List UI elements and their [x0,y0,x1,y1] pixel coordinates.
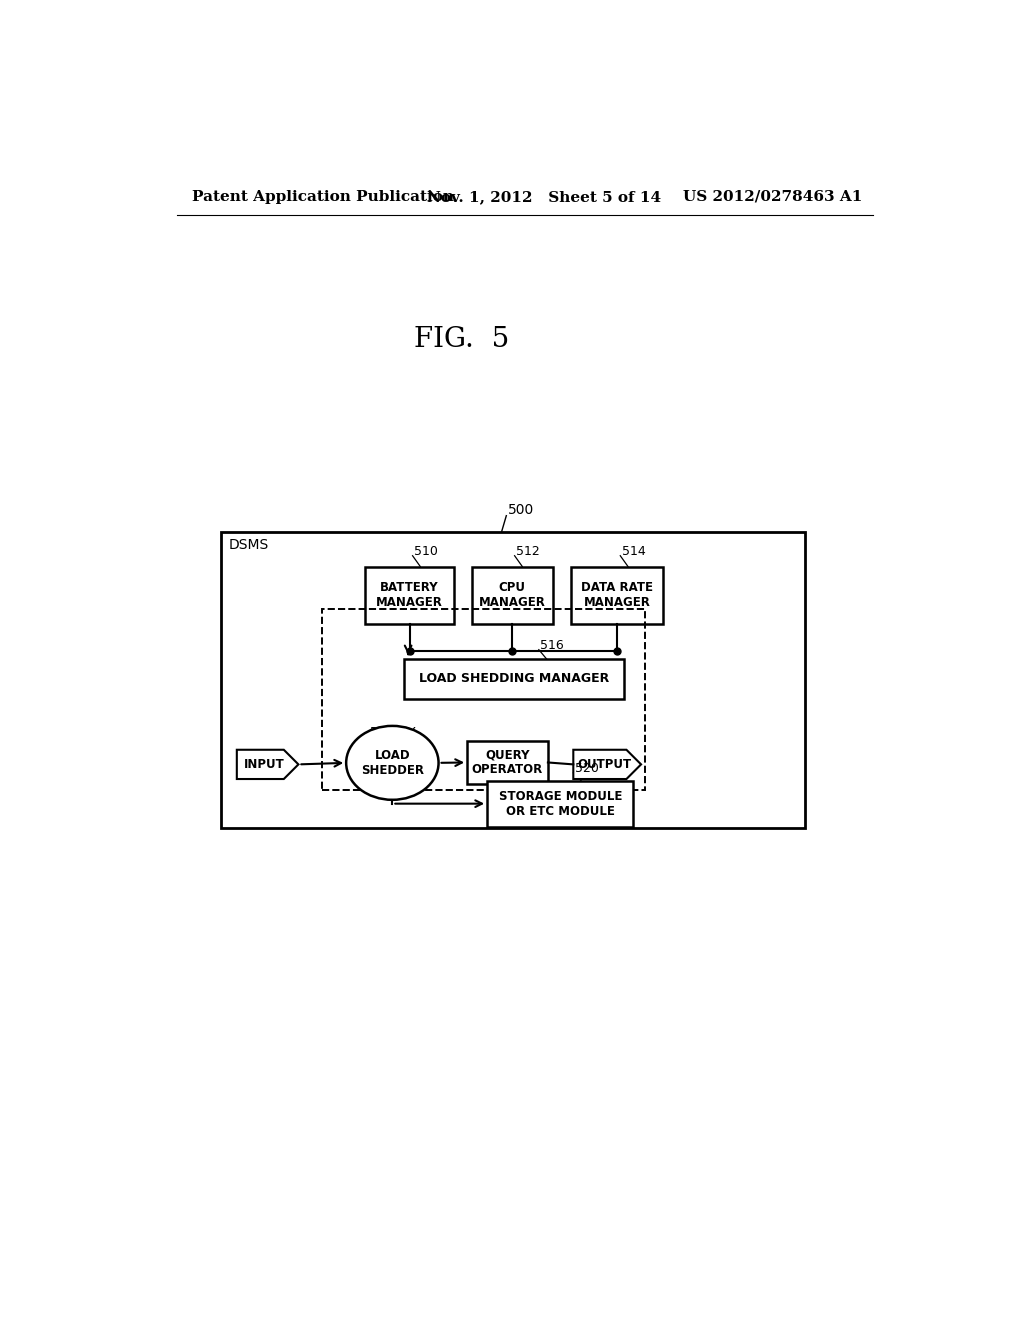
FancyBboxPatch shape [366,566,454,624]
Text: INPUT: INPUT [244,758,284,771]
Polygon shape [237,750,298,779]
Text: OUTPUT: OUTPUT [578,758,631,771]
Text: CPU
MANAGER: CPU MANAGER [478,581,546,610]
Text: 512: 512 [516,545,540,557]
Text: LOAD SHEDDING MANAGER: LOAD SHEDDING MANAGER [419,672,609,685]
Text: 500: 500 [508,503,535,517]
Text: Patent Application Publication: Patent Application Publication [193,190,455,203]
Text: 514: 514 [622,545,645,557]
Text: BATTERY
MANAGER: BATTERY MANAGER [376,581,443,610]
Text: 520: 520 [574,762,599,775]
FancyBboxPatch shape [221,532,805,829]
Text: US 2012/0278463 A1: US 2012/0278463 A1 [683,190,862,203]
FancyBboxPatch shape [487,780,634,826]
Text: FIG.  5: FIG. 5 [414,326,509,352]
FancyBboxPatch shape [472,566,553,624]
Text: DATA RATE
MANAGER: DATA RATE MANAGER [582,581,653,610]
Text: Nov. 1, 2012   Sheet 5 of 14: Nov. 1, 2012 Sheet 5 of 14 [427,190,662,203]
FancyBboxPatch shape [467,742,548,784]
Text: DSMS: DSMS [229,539,269,552]
Text: 510: 510 [414,545,438,557]
FancyBboxPatch shape [571,566,664,624]
Text: STORAGE MODULE
OR ETC MODULE: STORAGE MODULE OR ETC MODULE [499,789,622,817]
Text: 516: 516 [541,639,564,652]
Text: LOAD
SHEDDER: LOAD SHEDDER [360,748,424,777]
Ellipse shape [346,726,438,800]
Text: POLICY: POLICY [370,726,416,739]
Text: QUERY
OPERATOR: QUERY OPERATOR [472,748,543,776]
Polygon shape [573,750,641,779]
FancyBboxPatch shape [404,659,624,700]
